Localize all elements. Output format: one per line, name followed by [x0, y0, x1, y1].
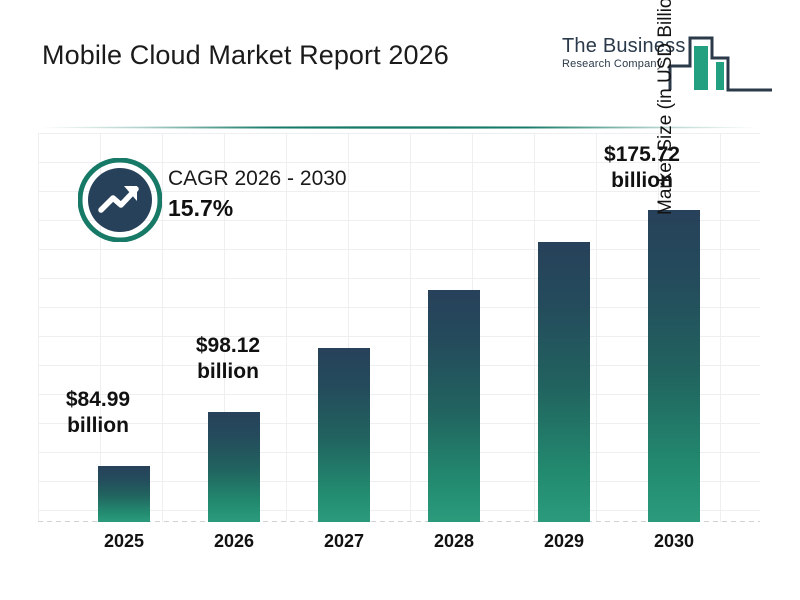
- logo-line-primary: The Business: [562, 35, 686, 57]
- x-tick-2029: 2029: [543, 531, 585, 551]
- company-logo: The Business Research Company: [562, 28, 774, 100]
- x-tick-2025: 2025: [103, 531, 145, 551]
- value-label-2025-unit: billion: [67, 414, 129, 437]
- value-label-2026-amount: $98.12: [195, 334, 261, 357]
- x-tick-2026: 2026: [213, 531, 255, 551]
- cagr-text-block: CAGR 2026 - 2030 15.7%: [168, 165, 347, 223]
- trending-up-icon: [98, 186, 139, 213]
- x-tick-2027: 2027: [323, 531, 365, 551]
- value-label-2030: $175.72 billion: [582, 142, 702, 194]
- x-tick-2028: 2028: [433, 531, 475, 551]
- value-label-2025-amount: $84.99: [65, 388, 131, 411]
- cagr-badge-icon: [78, 158, 162, 242]
- section-divider: [38, 126, 760, 129]
- bar-2028: [428, 290, 480, 522]
- bar-2026: [208, 412, 260, 522]
- logo-line-secondary: Research Company: [562, 58, 663, 70]
- x-axis-baseline: [38, 521, 760, 522]
- y-axis-label: Market Size (in USD Billion): [655, 0, 676, 215]
- value-label-2030-amount: $175.72: [604, 143, 680, 166]
- value-label-2026: $98.12 billion: [168, 333, 288, 385]
- value-label-2025: $84.99 billion: [38, 387, 158, 439]
- page-title: Mobile Cloud Market Report 2026: [42, 40, 449, 70]
- bar-2029: [538, 242, 590, 522]
- bar-2030: [648, 210, 700, 522]
- bar-2027: [318, 348, 370, 522]
- bar-2025: [98, 466, 150, 522]
- value-label-2026-unit: billion: [197, 360, 259, 383]
- x-tick-2030: 2030: [653, 531, 695, 551]
- bar-chart-logo-mark: [668, 36, 772, 92]
- cagr-value: 15.7%: [168, 195, 234, 221]
- cagr-period-label: CAGR 2026 - 2030: [168, 167, 347, 190]
- logo-wordmark: The Business Research Company: [562, 36, 697, 71]
- value-label-2030-unit: billion: [611, 169, 673, 192]
